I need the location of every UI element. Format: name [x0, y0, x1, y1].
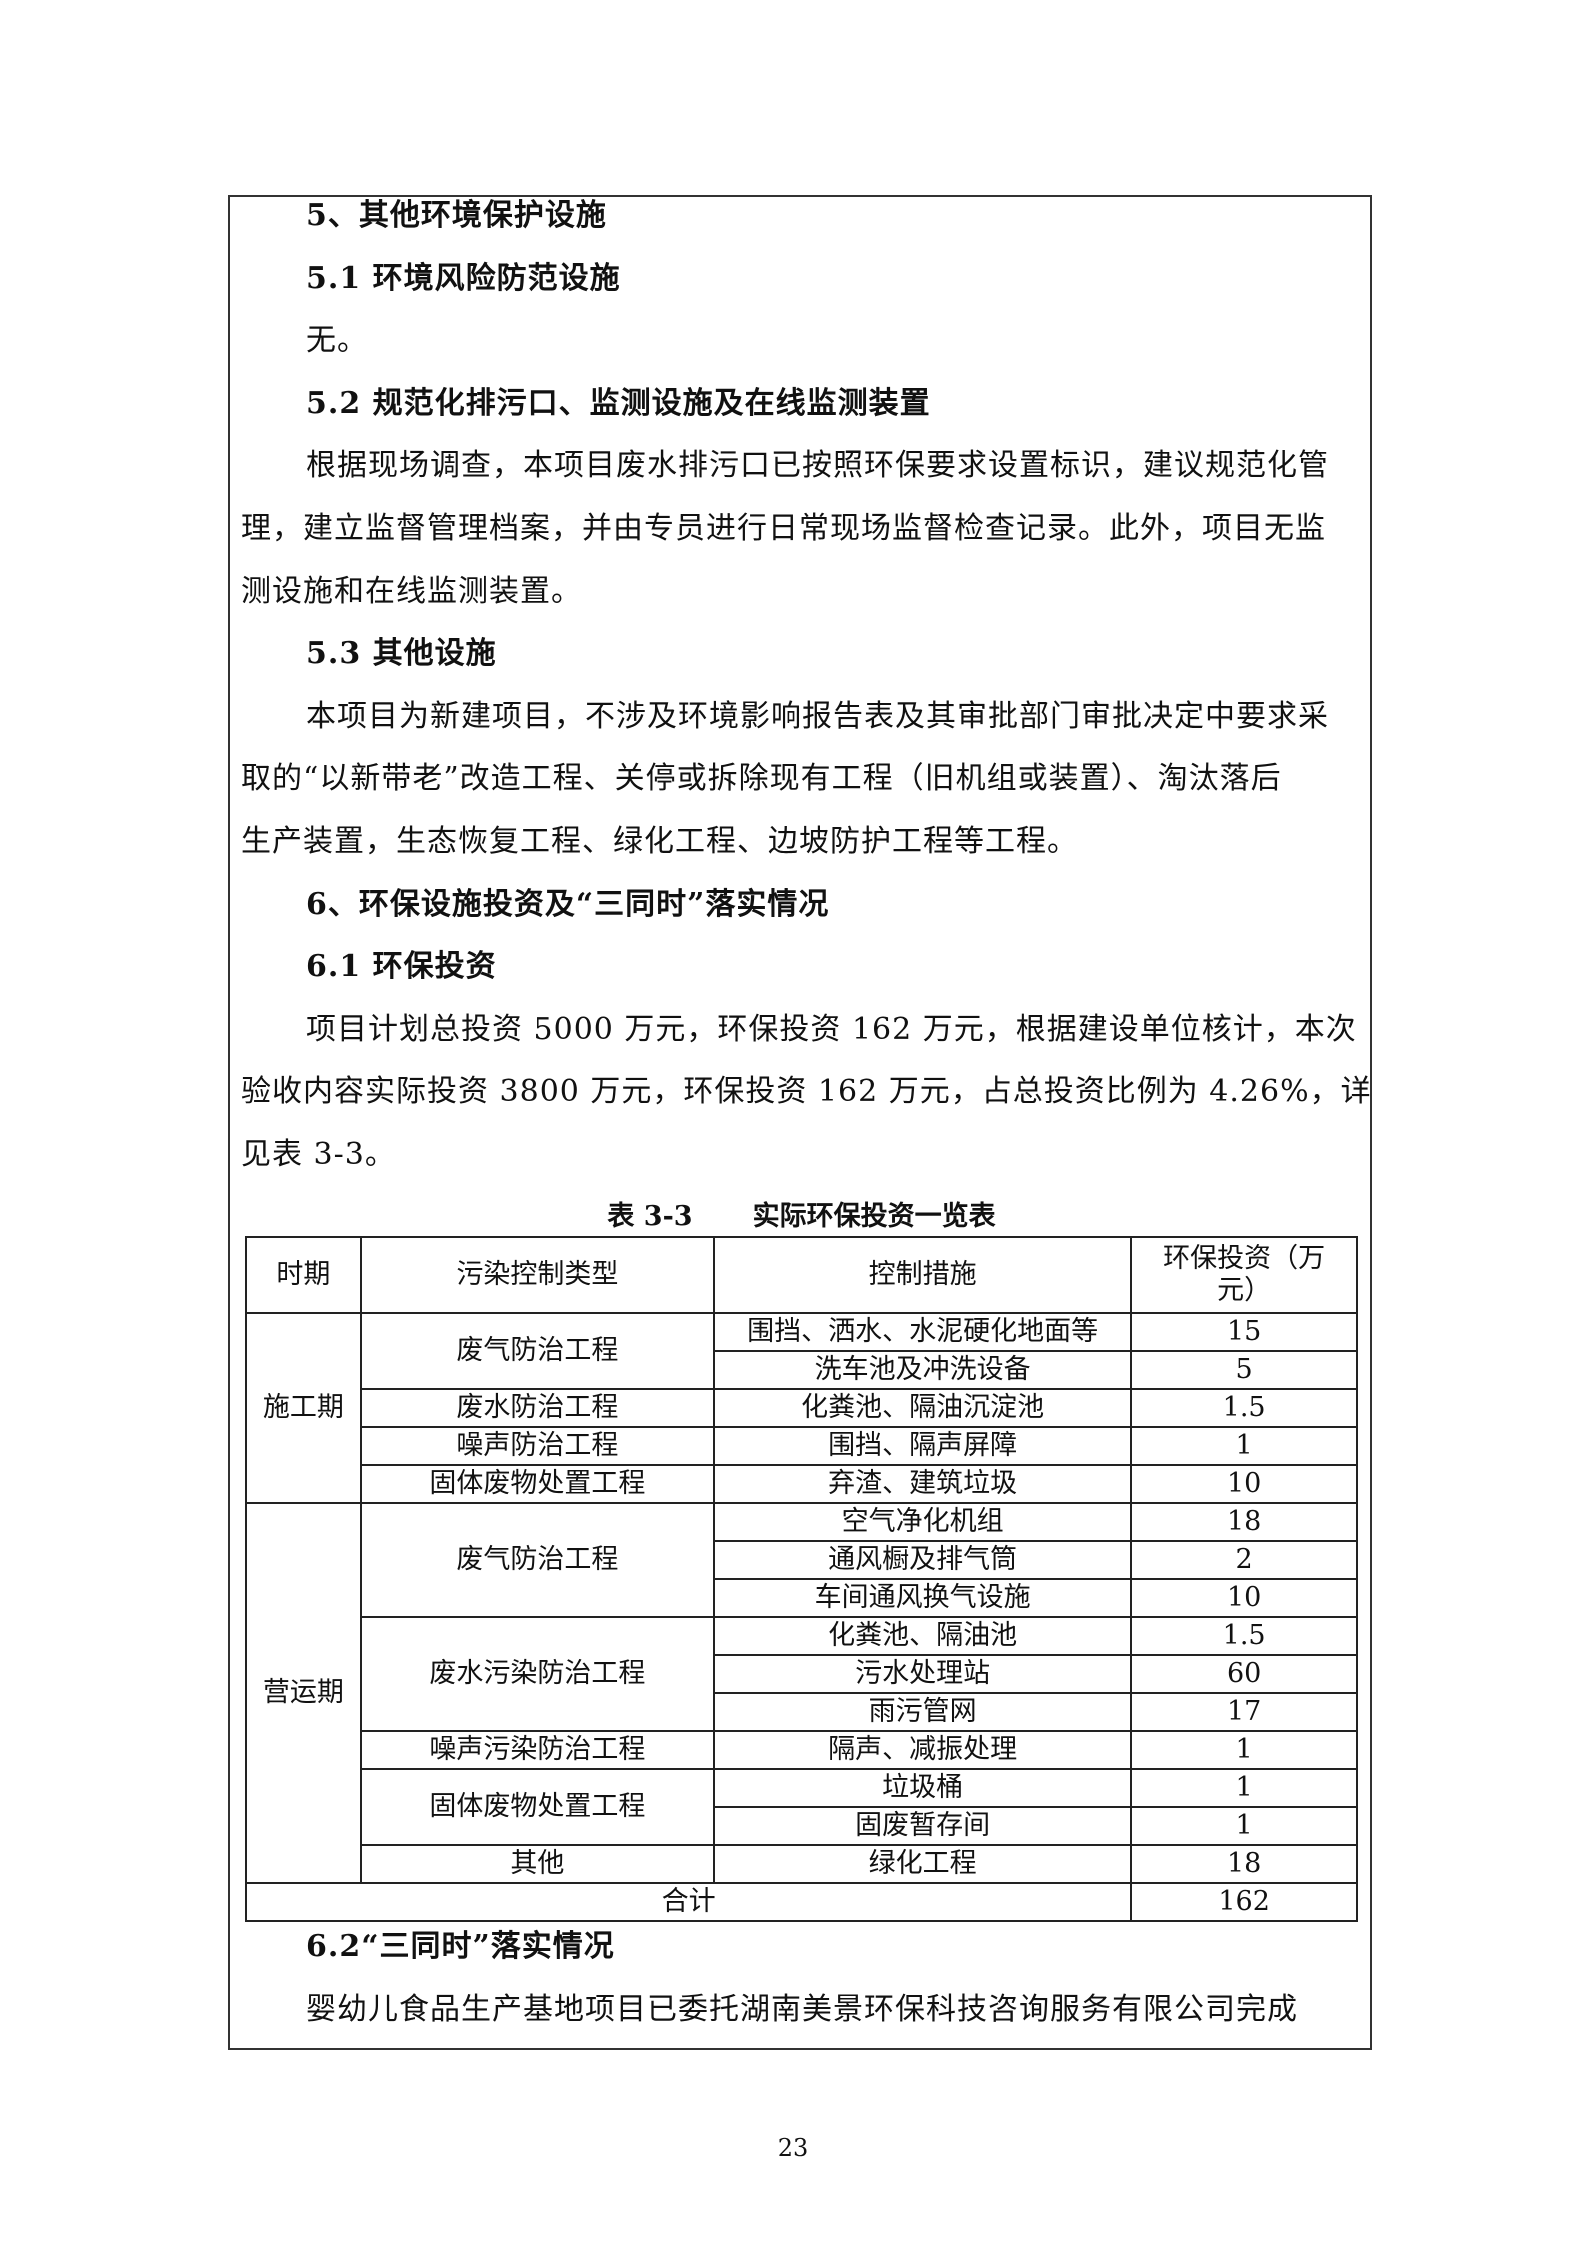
section-heading: 6、环保设施投资及“三同时”落实情况 [306, 886, 830, 922]
table-row: 车间通风换气设施 10 [246, 1578, 1358, 1618]
paragraph-line: 理，建立监督管理档案，并由专员进行日常现场监督检查记录。此外，项目无监 [241, 511, 1326, 546]
header-cell: 时期 [245, 1236, 362, 1314]
amount-cell: 18 [1130, 1844, 1358, 1884]
type-cell: 噪声污染防治工程 [359, 1730, 716, 1770]
table-row: 洗车池及冲洗设备 5 [246, 1350, 1358, 1390]
table-row: 废水防治工程 化粪池、隔油沉淀池 1.5 [246, 1388, 1358, 1428]
table-title: 实际环保投资一览表 [752, 1201, 996, 1232]
header-cell: 环保投资（万元） [1130, 1236, 1358, 1314]
amount-cell: 5 [1130, 1350, 1358, 1390]
section-heading: 6.2“三同时”落实情况 [306, 1929, 615, 1964]
table-row: 其他 绿化工程 18 [246, 1844, 1358, 1884]
measure-cell: 洗车池及冲洗设备 [713, 1350, 1133, 1390]
type-cell: 废水污染防治工程 [359, 1616, 716, 1732]
amount-cell: 17 [1130, 1692, 1358, 1732]
investment-table: 时期 污染控制类型 控制措施 环保投资（万元） 施工期 废气防治工程 围挡、洒水… [244, 1236, 1358, 1922]
page-number: 23 [777, 2134, 809, 2162]
measure-cell: 隔声、减振处理 [713, 1730, 1133, 1770]
table-row: 废水污染防治工程 化粪池、隔油池 1.5 [246, 1616, 1358, 1732]
paragraph-line: 取的“以新带老”改造工程、关停或拆除现有工程（旧机组或装置）、淘汰落后 [241, 761, 1282, 797]
amount-cell: 10 [1130, 1578, 1358, 1618]
section-heading: 5、其他环境保护设施 [306, 198, 607, 233]
measure-cell: 固废暂存间 [713, 1806, 1133, 1846]
measure-cell: 车间通风换气设施 [713, 1578, 1133, 1618]
type-cell: 固体废物处置工程 [359, 1464, 716, 1504]
table-header-row: 时期 污染控制类型 控制措施 环保投资（万元） [245, 1236, 1358, 1314]
table-row: 污水处理站 60 [246, 1654, 1358, 1694]
section-heading: 5.3 其他设施 [306, 636, 497, 672]
paragraph-line: 婴幼儿食品生产基地项目已委托湖南美景环保科技咨询服务有限公司完成 [306, 1991, 1298, 2027]
measure-cell: 弃渣、建筑垃圾 [713, 1464, 1133, 1504]
measure-cell: 围挡、洒水、水泥硬化地面等 [713, 1312, 1133, 1352]
table-row: 雨污管网 17 [246, 1692, 1358, 1732]
page-frame [228, 195, 1372, 2050]
type-cell: 噪声防治工程 [359, 1426, 716, 1466]
amount-cell: 10 [1130, 1464, 1358, 1504]
table-row: 营运期 废气防治工程 空气净化机组 18 [245, 1502, 1358, 1884]
section-heading: 5.2 规范化排污口、监测设施及在线监测装置 [306, 385, 931, 421]
paragraph-line: 本项目为新建项目，不涉及环境影响报告表及其审批部门审批决定中要求采 [306, 698, 1329, 734]
measure-cell: 化粪池、隔油沉淀池 [713, 1388, 1133, 1428]
table-row: 固体废物处置工程 弃渣、建筑垃圾 10 [246, 1464, 1358, 1504]
paragraph-line: 根据现场调查，本项目废水排污口已按照环保要求设置标识，建议规范化管 [306, 448, 1329, 484]
measure-cell: 垃圾桶 [713, 1768, 1133, 1808]
table-row: 通风橱及排气筒 2 [246, 1540, 1358, 1580]
amount-cell: 2 [1130, 1540, 1358, 1580]
type-cell: 废气防治工程 [359, 1312, 716, 1390]
type-cell: 废水防治工程 [359, 1388, 716, 1428]
table-row: 固废暂存间 1 [246, 1806, 1358, 1846]
paragraph-line: 生产装置，生态恢复工程、绿化工程、边坡防护工程等工程。 [241, 824, 1078, 859]
paragraph-line: 见表 3-3。 [241, 1137, 396, 1172]
total-row: 合计 162 [244, 1882, 1358, 1922]
table-row: 噪声污染防治工程 隔声、减振处理 1 [246, 1730, 1358, 1770]
table-number: 表 3-3 [607, 1201, 693, 1232]
type-cell: 其他 [359, 1844, 716, 1884]
total-value: 162 [1130, 1882, 1358, 1922]
amount-cell: 1.5 [1130, 1388, 1358, 1428]
table-caption: 表 3-3 实际环保投资一览表 [245, 1198, 1358, 1236]
section-heading: 6.1 环保投资 [306, 949, 497, 985]
measure-cell: 化粪池、隔油池 [713, 1616, 1133, 1656]
amount-cell: 18 [1130, 1502, 1358, 1542]
measure-cell: 空气净化机组 [713, 1502, 1133, 1542]
paragraph-line: 项目计划总投资 5000 万元，环保投资 162 万元，根据建设单位核计，本次 [306, 1011, 1357, 1047]
section-heading: 5.1 环境风险防范设施 [306, 260, 621, 296]
total-label: 合计 [244, 1882, 1133, 1922]
measure-cell: 污水处理站 [713, 1654, 1133, 1694]
measure-cell: 雨污管网 [713, 1692, 1133, 1732]
header-cell: 控制措施 [713, 1236, 1133, 1314]
amount-cell: 1 [1130, 1730, 1358, 1770]
table-row: 固体废物处置工程 垃圾桶 1 [246, 1768, 1358, 1846]
paragraph-line: 测设施和在线监测装置。 [241, 573, 582, 609]
table-row: 噪声防治工程 围挡、隔声屏障 1 [246, 1426, 1358, 1466]
period-cell: 施工期 [245, 1312, 362, 1504]
measure-cell: 绿化工程 [713, 1844, 1133, 1884]
amount-cell: 1 [1130, 1768, 1358, 1808]
type-cell: 废气防治工程 [359, 1502, 716, 1618]
amount-cell: 1.5 [1130, 1616, 1358, 1656]
period-cell: 营运期 [245, 1502, 362, 1884]
amount-cell: 1 [1130, 1426, 1358, 1466]
table-row: 施工期 废气防治工程 围挡、洒水、水泥硬化地面等 15 [245, 1312, 1358, 1504]
type-cell: 固体废物处置工程 [359, 1768, 716, 1846]
amount-cell: 1 [1130, 1806, 1358, 1846]
amount-cell: 15 [1130, 1312, 1358, 1352]
measure-cell: 通风橱及排气筒 [713, 1540, 1133, 1580]
amount-cell: 60 [1130, 1654, 1358, 1694]
header-cell: 污染控制类型 [359, 1236, 716, 1314]
paragraph-line: 验收内容实际投资 3800 万元，环保投资 162 万元，占总投资比例为 4.2… [241, 1074, 1372, 1110]
paragraph-line: 无。 [306, 323, 368, 359]
measure-cell: 围挡、隔声屏障 [713, 1426, 1133, 1466]
